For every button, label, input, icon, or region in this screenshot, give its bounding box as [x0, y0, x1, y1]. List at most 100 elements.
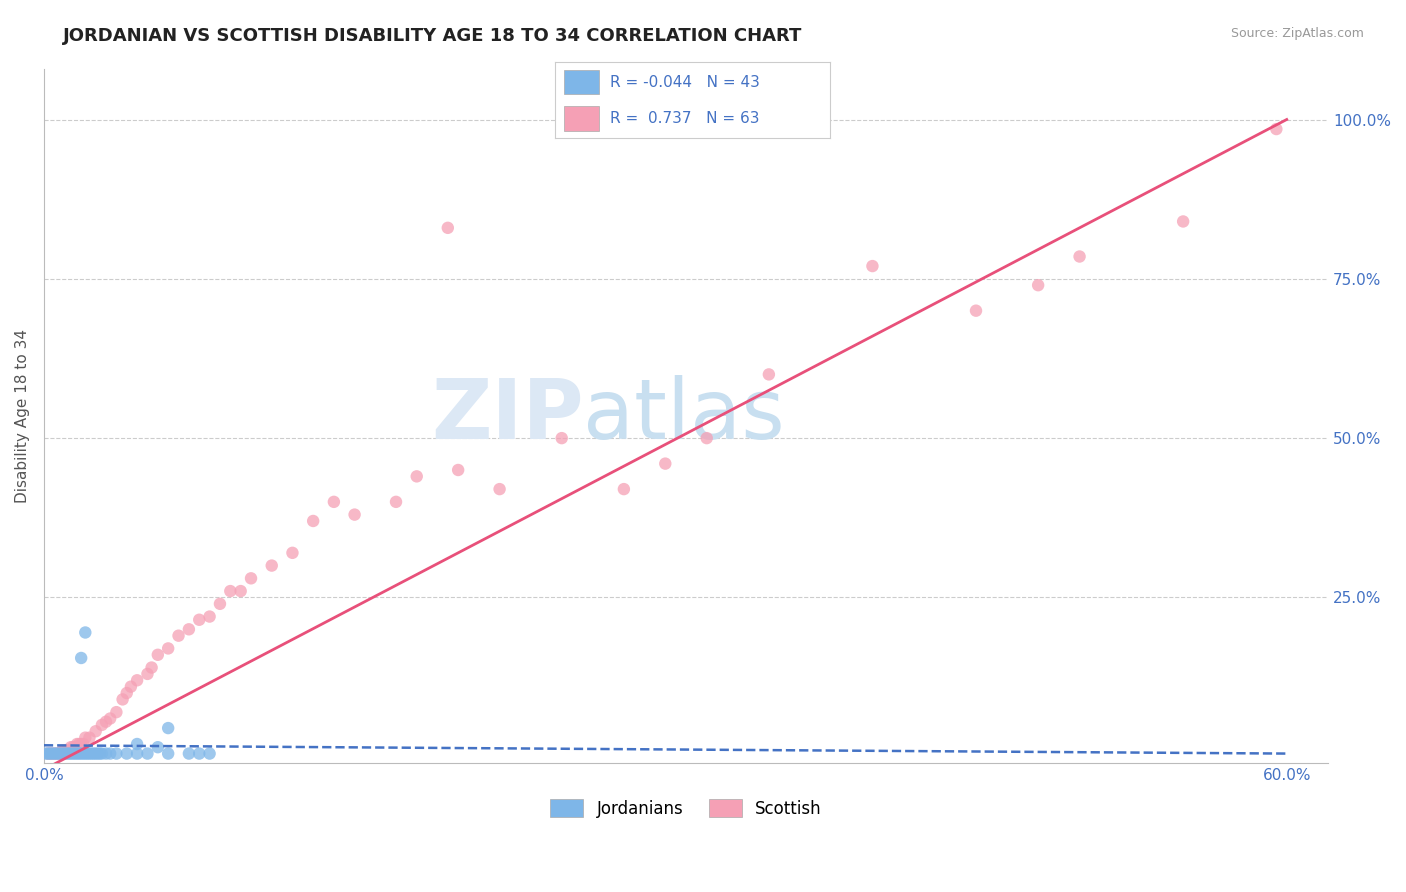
- Point: [127, 737, 149, 751]
- Point: [48, 747, 70, 761]
- Text: ZIP: ZIP: [430, 376, 583, 457]
- Point: [70, 737, 93, 751]
- Point: [208, 597, 231, 611]
- Point: [67, 737, 90, 751]
- Point: [654, 457, 676, 471]
- Point: [198, 747, 221, 761]
- Point: [105, 705, 128, 719]
- Point: [53, 743, 76, 757]
- Text: Source: ZipAtlas.com: Source: ZipAtlas.com: [1230, 27, 1364, 40]
- Point: [59, 740, 82, 755]
- Point: [229, 584, 252, 599]
- Point: [127, 673, 149, 688]
- Point: [157, 721, 180, 735]
- Text: JORDANIAN VS SCOTTISH DISABILITY AGE 18 TO 34 CORRELATION CHART: JORDANIAN VS SCOTTISH DISABILITY AGE 18 …: [63, 27, 803, 45]
- Point: [37, 747, 59, 761]
- Point: [198, 609, 221, 624]
- Point: [551, 431, 574, 445]
- Point: [188, 613, 211, 627]
- Point: [115, 686, 138, 700]
- Point: [219, 584, 242, 599]
- Point: [63, 740, 86, 755]
- Point: [94, 714, 117, 729]
- Point: [167, 629, 190, 643]
- Point: [62, 747, 84, 761]
- Point: [120, 680, 142, 694]
- Point: [90, 747, 112, 761]
- Point: [45, 747, 67, 761]
- Point: [696, 431, 718, 445]
- Point: [115, 747, 138, 761]
- Point: [436, 220, 458, 235]
- Point: [385, 495, 408, 509]
- Point: [405, 469, 427, 483]
- Point: [75, 625, 97, 640]
- Point: [157, 641, 180, 656]
- Point: [45, 747, 67, 761]
- Point: [35, 747, 58, 761]
- Point: [41, 747, 63, 761]
- Point: [94, 747, 117, 761]
- Point: [1069, 250, 1091, 264]
- Point: [188, 747, 211, 761]
- Point: [177, 747, 200, 761]
- Point: [70, 651, 93, 665]
- Point: [1265, 122, 1288, 136]
- Point: [146, 648, 169, 662]
- Y-axis label: Disability Age 18 to 34: Disability Age 18 to 34: [15, 329, 30, 503]
- Point: [66, 737, 89, 751]
- Legend: Jordanians, Scottish: Jordanians, Scottish: [544, 793, 828, 824]
- Point: [55, 747, 77, 761]
- Point: [141, 660, 163, 674]
- Point: [90, 718, 112, 732]
- Point: [1171, 214, 1194, 228]
- Point: [136, 667, 159, 681]
- Point: [53, 747, 76, 761]
- Point: [41, 747, 63, 761]
- FancyBboxPatch shape: [564, 70, 599, 95]
- Point: [302, 514, 325, 528]
- Point: [343, 508, 366, 522]
- Point: [72, 747, 94, 761]
- Point: [58, 747, 80, 761]
- Point: [127, 747, 149, 761]
- Point: [55, 743, 77, 757]
- FancyBboxPatch shape: [564, 106, 599, 130]
- Point: [59, 747, 82, 761]
- Point: [84, 724, 107, 739]
- Point: [862, 259, 884, 273]
- Point: [105, 747, 128, 761]
- Point: [83, 747, 105, 761]
- Point: [67, 747, 90, 761]
- Point: [72, 737, 94, 751]
- Point: [322, 495, 344, 509]
- Point: [51, 747, 73, 761]
- Point: [260, 558, 283, 573]
- Point: [62, 740, 84, 755]
- Point: [44, 747, 66, 761]
- Point: [447, 463, 470, 477]
- Text: R =  0.737   N = 63: R = 0.737 N = 63: [610, 111, 759, 126]
- Point: [75, 747, 97, 761]
- Point: [240, 571, 263, 585]
- Point: [89, 747, 111, 761]
- Point: [1026, 278, 1049, 293]
- Point: [48, 747, 70, 761]
- Text: R = -0.044   N = 43: R = -0.044 N = 43: [610, 75, 761, 90]
- Point: [281, 546, 304, 560]
- Point: [146, 740, 169, 755]
- Text: atlas: atlas: [583, 376, 785, 457]
- Point: [51, 743, 73, 757]
- Point: [965, 303, 987, 318]
- Point: [98, 712, 121, 726]
- Point: [70, 747, 93, 761]
- Point: [63, 747, 86, 761]
- Point: [87, 747, 110, 761]
- Point: [98, 747, 121, 761]
- Point: [49, 747, 72, 761]
- Point: [49, 747, 72, 761]
- Point: [84, 747, 107, 761]
- Point: [39, 747, 62, 761]
- Point: [488, 482, 510, 496]
- Point: [177, 622, 200, 636]
